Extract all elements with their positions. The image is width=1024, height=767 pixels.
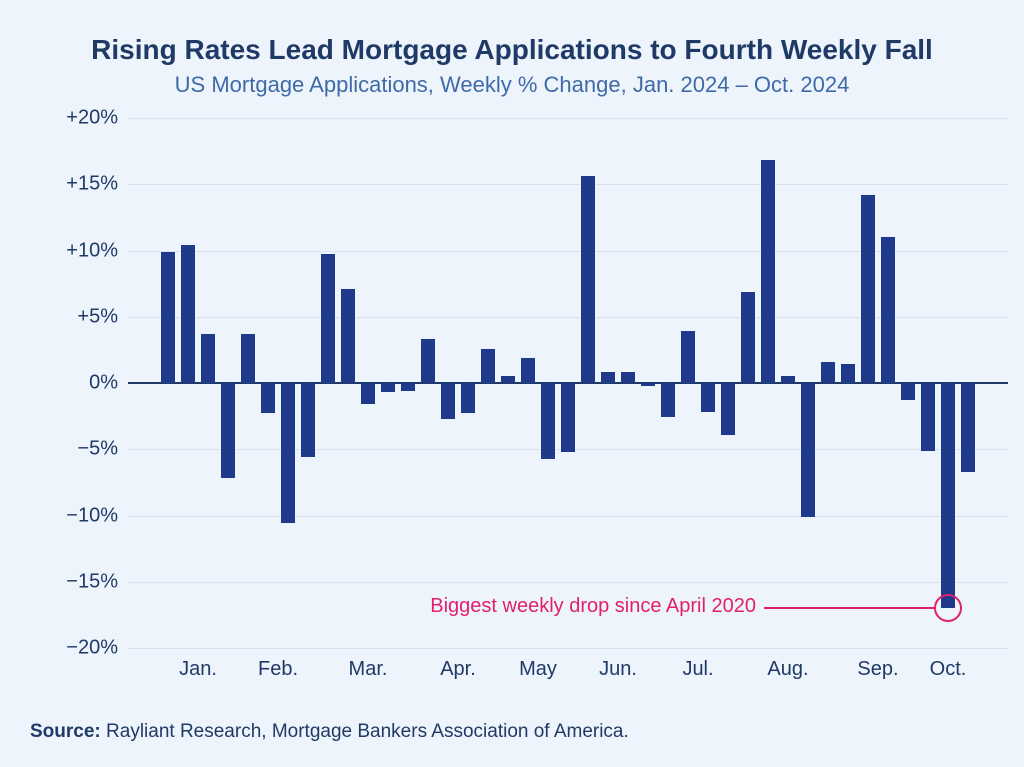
- bar: [821, 362, 835, 383]
- y-tick-label: −5%: [77, 438, 128, 461]
- bar: [561, 383, 575, 452]
- bar: [681, 331, 695, 383]
- bar: [161, 252, 175, 383]
- bar: [881, 237, 895, 383]
- x-tick-label: Jul.: [682, 648, 713, 681]
- y-tick-label: −10%: [66, 504, 128, 527]
- bar: [921, 383, 935, 451]
- bar: [801, 383, 815, 517]
- x-tick-label: Jun.: [599, 648, 637, 681]
- y-tick-label: +5%: [77, 305, 128, 328]
- bar: [181, 245, 195, 383]
- bar: [321, 254, 335, 383]
- x-tick-label: Aug.: [767, 648, 808, 681]
- gridline: [128, 582, 1008, 583]
- bar: [421, 339, 435, 383]
- y-tick-label: +10%: [66, 239, 128, 262]
- bar: [601, 372, 615, 383]
- gridline: [128, 118, 1008, 119]
- bar: [281, 383, 295, 523]
- annotation-circle: [934, 594, 962, 622]
- bar: [621, 372, 635, 383]
- bar: [401, 383, 415, 391]
- gridline: [128, 317, 1008, 318]
- bar: [201, 334, 215, 383]
- bar: [541, 383, 555, 459]
- bar: [721, 383, 735, 435]
- source-line: Source: Rayliant Research, Mortgage Bank…: [30, 721, 629, 743]
- bar: [961, 383, 975, 472]
- x-tick-label: Apr.: [440, 648, 476, 681]
- x-tick-label: Jan.: [179, 648, 217, 681]
- y-tick-label: +20%: [66, 107, 128, 130]
- bar: [841, 364, 855, 383]
- bar: [761, 160, 775, 383]
- y-tick-label: +15%: [66, 173, 128, 196]
- y-tick-label: −20%: [66, 637, 128, 660]
- annotation-text: Biggest weekly drop since April 2020: [430, 595, 756, 618]
- x-tick-label: Sep.: [857, 648, 898, 681]
- bar: [581, 176, 595, 383]
- bar: [661, 383, 675, 417]
- bar: [461, 383, 475, 413]
- x-tick-label: May: [519, 648, 557, 681]
- bar: [521, 358, 535, 383]
- chart-container: Rising Rates Lead Mortgage Applications …: [0, 0, 1024, 767]
- bar: [261, 383, 275, 413]
- bar: [901, 383, 915, 400]
- bar: [361, 383, 375, 404]
- chart-title: Rising Rates Lead Mortgage Applications …: [28, 34, 996, 66]
- chart-subtitle: US Mortgage Applications, Weekly % Chang…: [28, 72, 996, 98]
- bar: [641, 383, 655, 386]
- gridline: [128, 184, 1008, 185]
- bar: [341, 289, 355, 383]
- source-text: Rayliant Research, Mortgage Bankers Asso…: [101, 721, 629, 742]
- x-tick-label: Oct.: [930, 648, 967, 681]
- y-tick-label: 0%: [89, 372, 128, 395]
- bar: [701, 383, 715, 412]
- bar: [861, 195, 875, 383]
- bar: [441, 383, 455, 419]
- annotation-connector: [764, 607, 934, 609]
- bar: [381, 383, 395, 392]
- gridline: [128, 516, 1008, 517]
- gridline: [128, 251, 1008, 252]
- bar: [221, 383, 235, 478]
- bar: [301, 383, 315, 457]
- bar: [481, 349, 495, 383]
- source-label: Source:: [30, 721, 101, 742]
- x-tick-label: Mar.: [349, 648, 388, 681]
- bar: [741, 292, 755, 383]
- plot-area: +20%+15%+10%+5%0%−5%−10%−15%−20%Jan.Feb.…: [128, 118, 1008, 648]
- bar: [781, 376, 795, 383]
- chart-area: +20%+15%+10%+5%0%−5%−10%−15%−20%Jan.Feb.…: [28, 118, 996, 698]
- y-tick-label: −15%: [66, 570, 128, 593]
- bar: [241, 334, 255, 383]
- x-tick-label: Feb.: [258, 648, 298, 681]
- bar: [501, 376, 515, 383]
- bar: [941, 383, 955, 608]
